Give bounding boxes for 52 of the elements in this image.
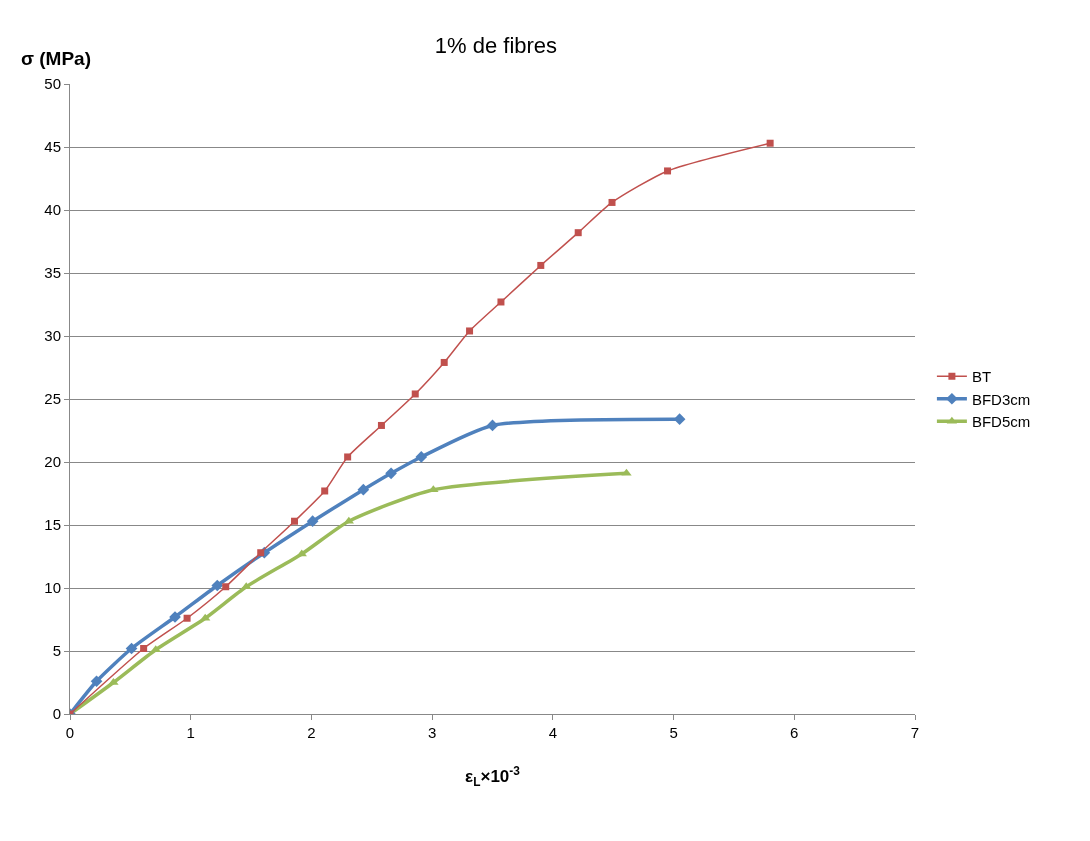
x-tick-label: 1 <box>186 724 195 741</box>
legend-label: BFD3cm <box>971 390 1031 408</box>
point <box>385 467 397 480</box>
point <box>125 642 138 655</box>
point <box>497 298 505 306</box>
point <box>377 421 385 429</box>
point <box>574 229 582 237</box>
x-tick-label: 4 <box>548 724 558 741</box>
point <box>140 644 148 652</box>
point <box>608 198 616 206</box>
y-tick-label: 40 <box>44 201 61 219</box>
x-tick-label: 5 <box>669 724 678 741</box>
y-tick-label: 50 <box>44 75 61 93</box>
x-tick-label: 6 <box>790 724 799 741</box>
point <box>296 549 307 557</box>
x-axis-title: ε$_{L}$×10$^{-3}$ <box>465 764 521 789</box>
point <box>321 487 329 495</box>
y-tick-label: 10 <box>44 579 61 597</box>
x-tick-label: 0 <box>65 724 75 741</box>
point <box>183 614 191 622</box>
legend-label: BT <box>971 368 992 386</box>
point <box>537 261 545 269</box>
point <box>466 327 474 335</box>
point <box>440 358 448 366</box>
point <box>90 675 103 688</box>
y-tick-label: 5 <box>52 642 61 660</box>
point <box>306 515 319 528</box>
y-tick-label: 45 <box>44 138 61 156</box>
point <box>357 483 370 496</box>
point <box>664 167 672 175</box>
point <box>766 139 774 147</box>
y-tick-label: 35 <box>44 264 61 282</box>
y-tick-label: 15 <box>44 516 61 534</box>
y-axis-title: σ (MPa) <box>21 48 91 69</box>
y-tick-label: 30 <box>44 327 61 345</box>
x-tick-label: 2 <box>307 724 316 741</box>
point <box>344 453 352 461</box>
point <box>211 579 224 592</box>
point <box>415 451 428 463</box>
point <box>411 390 419 398</box>
point <box>291 517 299 525</box>
x-tick-label: 3 <box>427 724 437 741</box>
legend-label: BFD5cm <box>971 413 1031 431</box>
point <box>486 419 499 432</box>
y-tick-label: 0 <box>52 705 61 723</box>
point <box>621 468 632 476</box>
y-tick-label: 25 <box>44 390 61 408</box>
y-tick-label: 20 <box>44 453 61 471</box>
point <box>222 583 230 591</box>
point <box>257 549 265 557</box>
chart-title: 1% de fibres <box>434 33 558 59</box>
x-tick-label: 7 <box>910 724 920 741</box>
